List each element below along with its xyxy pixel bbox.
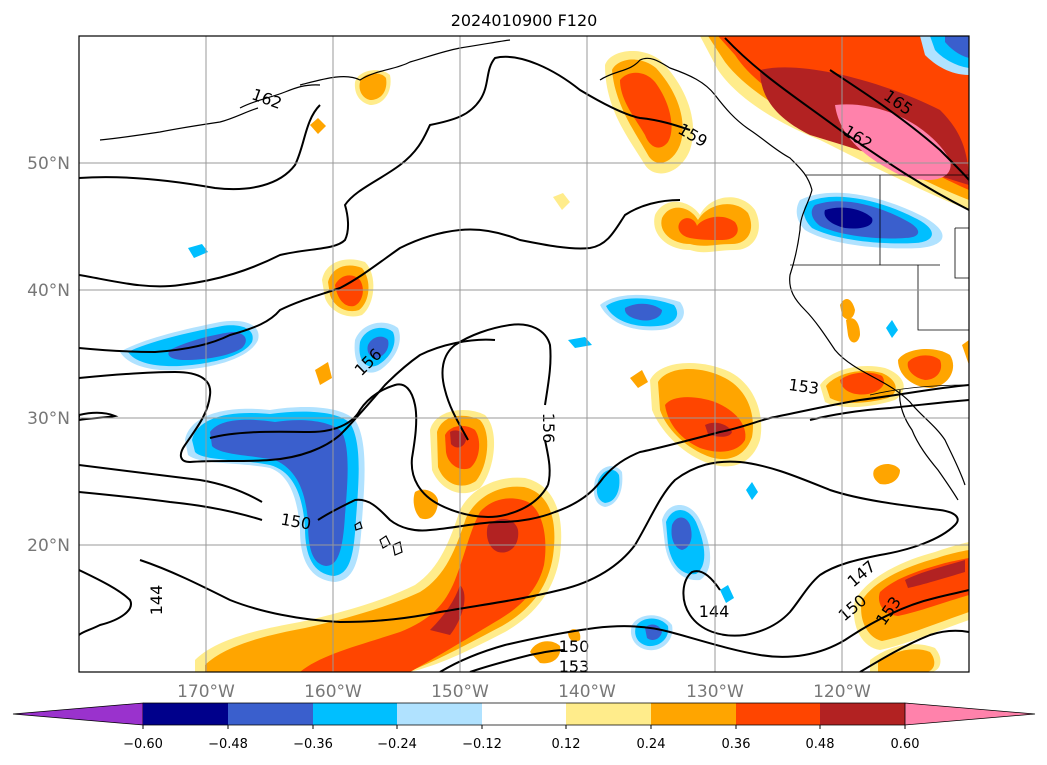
colorbar-tick-label: 0.24 — [637, 737, 666, 752]
chart-title: 2024010900 F120 — [451, 11, 598, 30]
colorbar-extend-high — [904, 702, 1036, 726]
contour-label: 153 — [787, 375, 820, 398]
lon-tick-label: 120°W — [813, 682, 871, 702]
colorbar-segment — [143, 703, 228, 725]
colorbar-segment — [397, 703, 482, 725]
contour-label: 150 — [559, 637, 590, 656]
lon-tick-label: 150°W — [431, 682, 489, 702]
lon-tick-label: 130°W — [686, 682, 744, 702]
height-contours — [79, 37, 969, 672]
colorbar-segment — [313, 703, 397, 725]
lon-tick-label: 160°W — [304, 682, 362, 702]
colorbar-segment — [228, 703, 313, 725]
colorbar-extend-low — [12, 702, 144, 726]
lat-tick-label: 50°N — [27, 154, 70, 174]
lat-tick-labels: 50°N 40°N 30°N 20°N — [27, 154, 70, 556]
colorbar-tick-label: 0.36 — [722, 737, 751, 752]
contour-label: 153 — [559, 657, 590, 676]
lon-tick-labels: 170°W 160°W 150°W 140°W 130°W 120°W — [177, 682, 871, 702]
lon-tick-label: 140°W — [558, 682, 616, 702]
colorbar-tick-label: −0.60 — [123, 737, 163, 752]
colorbar-tick-label: −0.48 — [208, 737, 248, 752]
map-panel: 162 159 165 162 156 153 156 150 150 144 … — [27, 35, 970, 702]
colorbar-segment — [566, 703, 651, 725]
lat-tick-label: 40°N — [27, 281, 70, 301]
lon-tick-label: 170°W — [177, 682, 235, 702]
colorbar-tick-label: 0.60 — [891, 737, 920, 752]
contour-label: 144 — [147, 585, 166, 616]
lat-tick-label: 20°N — [27, 536, 70, 556]
map-frame — [78, 35, 970, 673]
coastline — [99, 39, 966, 556]
colorbar-segment — [736, 703, 820, 725]
contour-label: 156 — [539, 413, 558, 444]
lat-tick-label: 30°N — [27, 409, 70, 429]
colorbar-tick-label: 0.48 — [806, 737, 835, 752]
shaded-field — [120, 36, 969, 672]
gridlines — [79, 36, 969, 672]
colorbar-tick-label: 0.12 — [552, 737, 581, 752]
border-lines — [790, 174, 969, 396]
colorbar-segment — [820, 703, 905, 725]
colorbar: −0.60 −0.48 −0.36 −0.24 −0.12 0.12 0.24 … — [12, 702, 1036, 752]
colorbar-tick-label: −0.12 — [462, 737, 502, 752]
colorbar-tick-label: −0.36 — [293, 737, 333, 752]
colorbar-tick-label: −0.24 — [377, 737, 417, 752]
contour-label: 144 — [699, 602, 730, 621]
colorbar-segment — [651, 703, 736, 725]
colorbar-segment — [482, 703, 566, 725]
